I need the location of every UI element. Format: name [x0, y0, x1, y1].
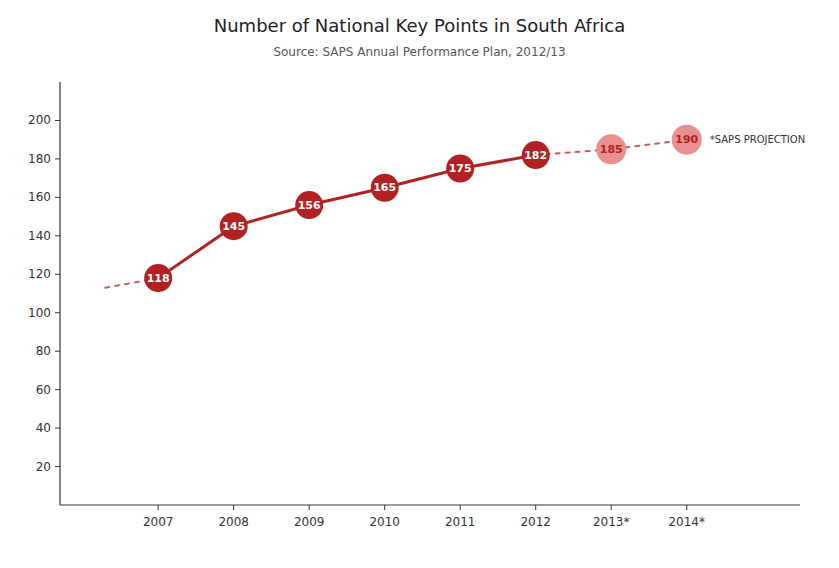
- data-label: 118: [147, 272, 170, 285]
- y-tick: [55, 235, 60, 236]
- annotation: *SAPS PROJECTION: [710, 134, 805, 145]
- data-label: 182: [524, 149, 547, 162]
- x-tick: [309, 505, 310, 510]
- y-tick: [55, 274, 60, 275]
- x-tick: [460, 505, 461, 510]
- x-tick: [384, 505, 385, 510]
- x-tick-label: 2010: [369, 515, 400, 529]
- y-tick-label: 80: [36, 344, 51, 358]
- x-tick: [686, 505, 687, 510]
- y-axis-line: [59, 82, 60, 505]
- x-tick-label: 2008: [218, 515, 249, 529]
- point: [295, 191, 323, 219]
- y-tick-label: 200: [28, 113, 51, 127]
- y-tick: [55, 312, 60, 313]
- point: [522, 141, 550, 169]
- y-tick-label: 160: [28, 190, 51, 204]
- x-tick-label: 2011: [445, 515, 476, 529]
- y-tick: [55, 120, 60, 121]
- y-tick: [55, 158, 60, 159]
- x-tick-label: 2012: [520, 515, 551, 529]
- y-tick-label: 140: [28, 229, 51, 243]
- point: [672, 125, 702, 155]
- y-tick-label: 120: [28, 267, 51, 281]
- x-tick-label: 2014*: [668, 515, 705, 529]
- x-tick-label: 2013*: [593, 515, 630, 529]
- y-tick: [55, 197, 60, 198]
- page: {"chart_data": {"type": "line", "title":…: [0, 0, 839, 568]
- data-label: 185: [600, 143, 623, 156]
- y-tick-label: 20: [36, 460, 51, 474]
- data-labels: 118 145 156 165 175 182 185 190: [147, 133, 699, 284]
- y-tick: [55, 389, 60, 390]
- markers: [144, 125, 702, 292]
- series-line: [105, 140, 686, 288]
- series-line: [158, 155, 536, 278]
- data-label: 175: [449, 162, 472, 175]
- subtitle: Source: SAPS Annual Performance Plan, 20…: [273, 45, 565, 59]
- chart: Number of National Key Points in South A…: [0, 0, 839, 568]
- point: [220, 212, 248, 240]
- x-tick: [233, 505, 234, 510]
- point: [371, 174, 399, 202]
- title: Number of National Key Points in South A…: [214, 15, 625, 36]
- y-tick-label: 100: [28, 306, 51, 320]
- x-tick-label: 2009: [294, 515, 325, 529]
- x-tick: [158, 505, 159, 510]
- y-tick: [55, 428, 60, 429]
- data-label: 190: [675, 133, 698, 146]
- data-label: 145: [222, 220, 245, 233]
- y-tick-label: 180: [28, 152, 51, 166]
- y-tick: [55, 466, 60, 467]
- y-tick-label: 40: [36, 421, 51, 435]
- data-label: 156: [298, 199, 321, 212]
- y-tick: [55, 351, 60, 352]
- x-axis-line: [60, 504, 800, 505]
- lines: [105, 140, 686, 288]
- x-tick-label: 2007: [143, 515, 174, 529]
- point: [144, 264, 172, 292]
- x-tick: [611, 505, 612, 510]
- point: [596, 134, 626, 164]
- plot-area: [105, 125, 701, 292]
- point: [446, 155, 474, 183]
- data-label: 165: [373, 181, 396, 194]
- x-tick: [535, 505, 536, 510]
- y-tick-label: 60: [36, 383, 51, 397]
